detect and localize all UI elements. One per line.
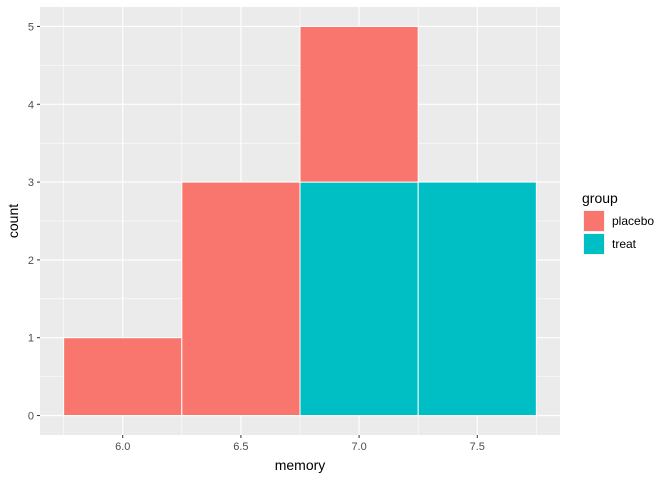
y-tick-label-3: 3 [28,177,34,189]
x-axis-title: memory [275,457,326,473]
bar-placebo-7 [299,25,419,183]
legend-title: group [582,190,618,206]
legend-label-treat: treat [612,237,637,251]
x-tick-label-1: 6.5 [233,441,248,453]
bars-layer [63,25,537,417]
legend-items: placebo treat [583,210,654,255]
y-tick-label-2: 2 [28,255,34,267]
legend-swatch-treat [584,234,604,254]
x-tick-label-3: 7.5 [470,441,485,453]
y-tick-label-5: 5 [28,21,34,33]
bar-placebo-6 [63,337,183,417]
legend-swatch-placebo [584,211,604,231]
bar-treat-7-5 [417,181,537,417]
x-tick-label-0: 6.0 [115,441,130,453]
x-axis: 6.0 6.5 7.0 7.5 [115,435,485,453]
y-tick-label-0: 0 [28,411,34,423]
x-tick-label-2: 7.0 [351,441,366,453]
legend: group placebo treat [582,190,654,255]
bar-placebo-6-5 [181,181,301,417]
y-axis-title: count [5,204,21,238]
legend-label-placebo: placebo [612,214,654,228]
y-axis: 0 1 2 3 4 5 [28,21,40,423]
y-tick-label-4: 4 [28,99,34,111]
y-tick-label-1: 1 [28,333,34,345]
bar-treat-7 [299,181,419,417]
